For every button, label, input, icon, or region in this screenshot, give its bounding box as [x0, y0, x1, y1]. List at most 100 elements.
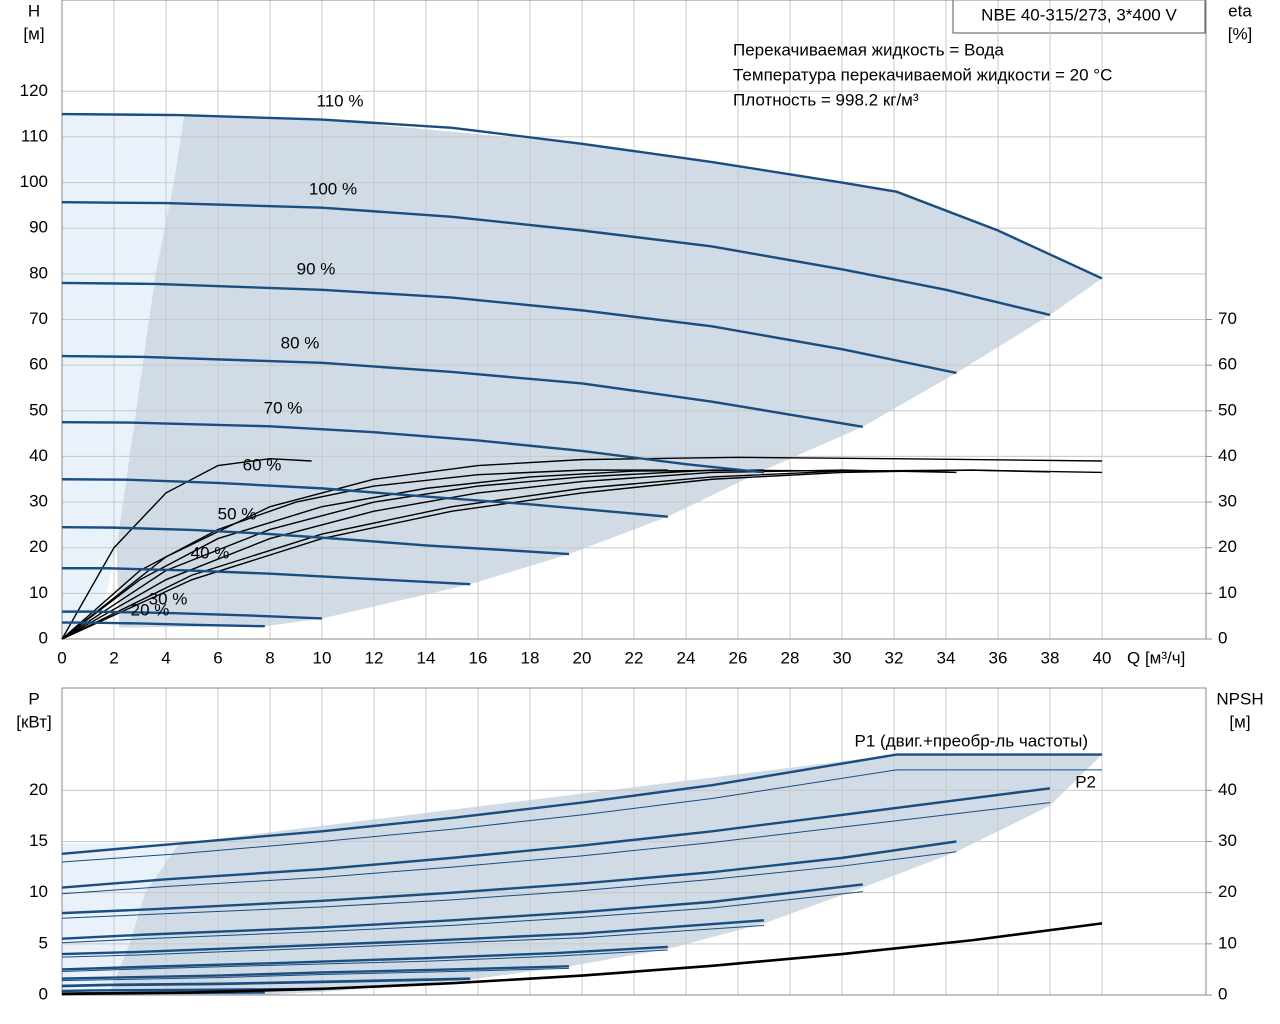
p1-curve — [61, 883, 863, 940]
p1-curve — [61, 753, 1102, 855]
x-tick-label: 14 — [417, 648, 436, 667]
speed-curve — [61, 200, 1051, 317]
y-tick-label: 30 — [29, 492, 48, 511]
p2-curve — [61, 851, 957, 919]
eta-curve — [61, 469, 765, 640]
note: Перекачиваемая жидкость = Вода — [733, 40, 1004, 59]
speed-curve — [61, 354, 863, 428]
x-axis-label: Q [м³/ч] — [1127, 648, 1185, 667]
y-tick-label: 20 — [29, 537, 48, 556]
x-tick-label: 18 — [521, 648, 540, 667]
x-tick-label: 36 — [989, 648, 1008, 667]
eta-curve — [61, 469, 668, 640]
p2-label: P2 — [1075, 772, 1096, 791]
speed-curve — [61, 420, 765, 474]
p2-curve — [61, 924, 765, 958]
x-tick-label: 32 — [885, 648, 904, 667]
p1-label: P1 (двиг.+преобр-ль частоты) — [855, 731, 1088, 750]
eta-curve — [61, 456, 1103, 640]
y-axis-label: [м] — [23, 24, 44, 43]
note: Температура перекачиваемой жидкости = 20… — [733, 65, 1112, 84]
p1-curve — [61, 787, 1051, 889]
y-tick-label: 0 — [39, 984, 48, 1003]
x-tick-label: 30 — [833, 648, 852, 667]
y-tick-label: 120 — [20, 81, 48, 100]
curve-label: 60 % — [243, 455, 282, 474]
curve-label: 20 % — [131, 600, 170, 619]
p1-curve — [61, 945, 668, 971]
y-tick-label: 70 — [29, 309, 48, 328]
x-tick-label: 12 — [365, 648, 384, 667]
x-tick-label: 20 — [573, 648, 592, 667]
y-tick-label: 60 — [29, 355, 48, 374]
curve-label: 110 % — [317, 91, 364, 110]
curve-label: 100 % — [309, 179, 357, 198]
speed-curve — [62, 621, 265, 628]
y-tick-label: 40 — [29, 446, 48, 465]
y2-axis-label: [%] — [1228, 24, 1253, 43]
p2-curve — [61, 802, 1051, 895]
eta-curve — [61, 469, 1051, 640]
speed-curve — [61, 525, 570, 556]
y-tick-label: 10 — [29, 583, 48, 602]
x-tick-label: 34 — [937, 648, 956, 667]
y-tick-label: 80 — [29, 263, 48, 282]
y-tick-label: 110 — [21, 126, 48, 145]
y-axis-label: H — [28, 1, 40, 20]
y-tick-label: 0 — [39, 628, 48, 647]
x-tick-label: 22 — [625, 648, 644, 667]
y2-tick-label: 50 — [1218, 400, 1237, 419]
curve-label: 50 % — [218, 504, 257, 523]
speed-curve — [62, 610, 323, 620]
y-tick-label: 50 — [29, 400, 48, 419]
y2-axis-label: eta — [1228, 1, 1252, 20]
curve-label: 80 % — [281, 333, 320, 352]
eta-curve — [61, 458, 312, 640]
y2-tick-label: 60 — [1218, 355, 1237, 374]
speed-curve — [61, 281, 957, 375]
y2-axis-label: NPSH — [1216, 689, 1263, 708]
x-tick-label: 28 — [781, 648, 800, 667]
panel: 0 2 4 6 8 10 12 14 16 18 20 22 24 26 28 30 32 34 36 38 40010… — [20, 0, 1253, 667]
x-tick-label: 4 — [161, 648, 170, 667]
y-tick-label: 15 — [29, 831, 48, 850]
plot-frame — [61, 687, 1207, 996]
operating-range — [108, 754, 1103, 995]
p2-curve — [61, 891, 863, 944]
panel: 0 5 10 15 20 0 10 20 30 40 P [кВт] NPSH [м] P1 (двиг.+… — [16, 687, 1264, 1003]
x-tick-label: 2 — [109, 648, 118, 667]
chart-title: NBE 40-315/273, 3*400 V — [981, 5, 1177, 24]
y-axis-label: P — [28, 689, 39, 708]
x-tick-label: 16 — [469, 648, 488, 667]
y2-tick-label: 30 — [1218, 492, 1237, 511]
y2-axis-label: [м] — [1229, 712, 1250, 731]
p2-curve — [61, 949, 668, 972]
y-tick-label: 20 — [29, 780, 48, 799]
y2-tick-label: 0 — [1218, 628, 1227, 647]
x-tick-label: 38 — [1041, 648, 1060, 667]
p1-curve — [61, 919, 765, 956]
y-tick-label: 100 — [20, 172, 48, 191]
p2-curve — [61, 769, 1102, 863]
x-tick-label: 8 — [265, 648, 274, 667]
curve-label: 90 % — [297, 259, 336, 278]
speed-curve — [61, 112, 1103, 280]
curve-label: 40 % — [191, 543, 230, 562]
x-tick-label: 40 — [1093, 648, 1112, 667]
p1-curve — [61, 840, 957, 915]
note: Плотность = 998.2 кг/м³ — [733, 90, 919, 109]
x-tick-label: 10 — [313, 648, 332, 667]
curve-label: 30 % — [149, 589, 188, 608]
speed-curve — [61, 478, 668, 518]
p1-curve — [61, 965, 570, 980]
y2-tick-label: 10 — [1218, 933, 1237, 952]
x-tick-label: 0 — [57, 648, 66, 667]
y-axis-label: [кВт] — [16, 712, 51, 731]
x-tick-label: 6 — [213, 648, 222, 667]
operating-range — [62, 114, 185, 640]
y2-tick-label: 70 — [1218, 309, 1237, 328]
speed-curve — [62, 567, 471, 586]
y2-tick-label: 30 — [1218, 831, 1237, 850]
p1-curve — [61, 977, 471, 987]
